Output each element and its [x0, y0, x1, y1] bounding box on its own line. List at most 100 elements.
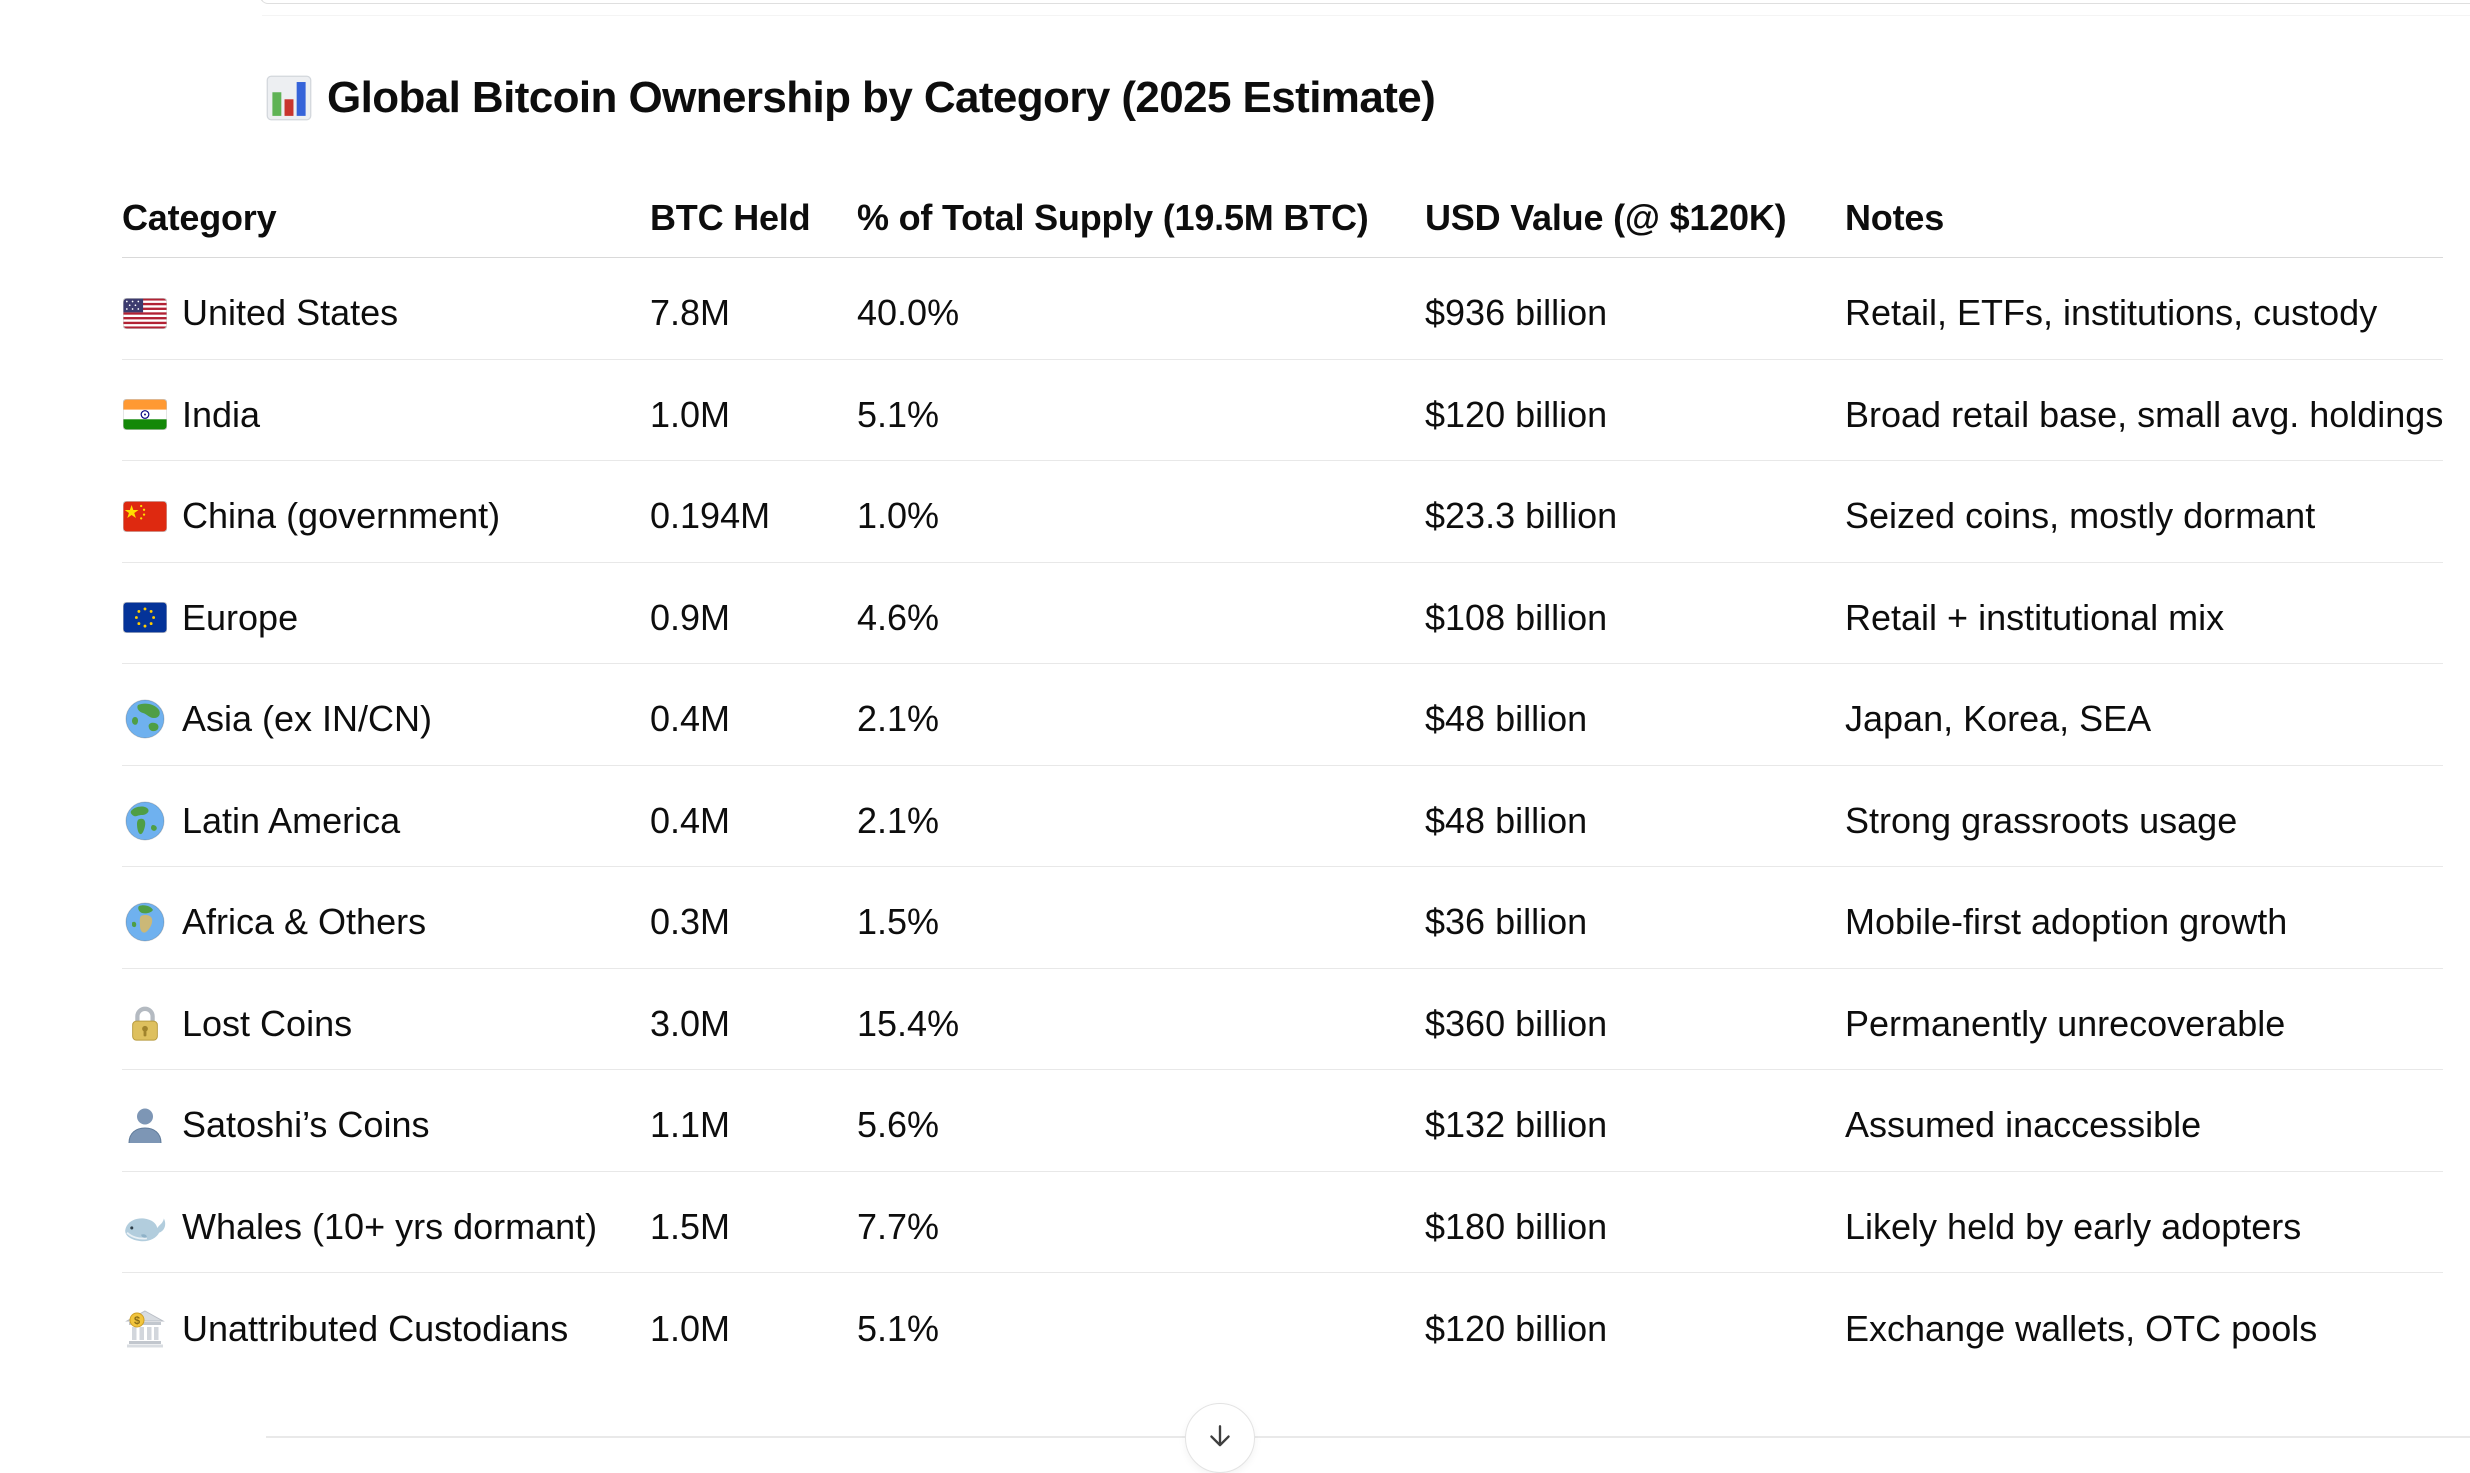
scroll-to-bottom-button[interactable] [1185, 1403, 1255, 1473]
usd-value: $23.3 billion [1425, 495, 1618, 537]
bitcoin-ownership-table: Category BTC Held % of Total Supply (19.… [122, 178, 2443, 1375]
category-cell: Whales (10+ yrs dormant) [122, 1206, 650, 1248]
category-cell: Europe [122, 597, 650, 639]
category-cell: Latin America [122, 800, 650, 842]
notes-value: Strong grassroots usage [1845, 799, 2238, 841]
usd-value: $132 billion [1425, 1104, 1608, 1146]
btc-held-value: 7.8M [650, 292, 731, 334]
notes-value: Japan, Korea, SEA [1845, 698, 2152, 740]
usd-value: $120 billion [1425, 1307, 1608, 1349]
btc-held-value: 0.3M [650, 901, 731, 943]
pct-supply-value: 1.0% [857, 495, 940, 537]
pct-supply-value: 1.5% [857, 901, 940, 943]
table-row: Latin America 0.4M 2.1% $48 billion Strong g… [122, 766, 2443, 867]
svg-text:$: $ [134, 1315, 140, 1327]
category-label: Latin America [182, 799, 401, 841]
globe-europe-africa-icon [122, 902, 168, 942]
notes-value: Broad retail base, small avg. holdings [1845, 393, 2444, 435]
usd-value: $108 billion [1425, 596, 1608, 638]
notes-value: Likely held by early adopters [1845, 1205, 2302, 1247]
btc-held-value: 3.0M [650, 1002, 731, 1044]
usd-value: $36 billion [1425, 901, 1588, 943]
category-label: Lost Coins [182, 1002, 353, 1044]
category-cell: India [122, 394, 650, 436]
category-label: India [182, 393, 261, 435]
table-row: China (government) 0.194M 1.0% $23.3 billio… [122, 461, 2443, 563]
btc-held-value: 1.0M [650, 1307, 731, 1349]
btc-held-value: 0.4M [650, 799, 731, 841]
table-row: Africa & Others 0.3M 1.5% $36 billion Mobile… [122, 867, 2443, 969]
page-title: Global Bitcoin Ownership by Category (20… [266, 71, 1436, 125]
pct-supply-value: 40.0% [857, 292, 960, 334]
category-cell: Satoshi’s Coins [122, 1104, 650, 1146]
category-cell: China (government) [122, 495, 650, 537]
category-cell: Asia (ex IN/CN) [122, 698, 650, 740]
pct-supply-value: 2.1% [857, 698, 940, 740]
table-row: $ Unattributed Custodians 1.0M 5.1% $120 bil… [122, 1273, 2443, 1375]
usd-value: $48 billion [1425, 799, 1588, 841]
us-flag-icon [122, 293, 168, 333]
category-label: United States [182, 292, 399, 334]
pct-supply-value: 7.7% [857, 1205, 940, 1247]
category-label: Europe [182, 596, 299, 638]
pct-supply-value: 4.6% [857, 596, 940, 638]
pct-supply-value: 5.6% [857, 1104, 940, 1146]
notes-value: Assumed inaccessible [1845, 1104, 2202, 1146]
eu-flag-icon [122, 598, 168, 638]
bottom-divider [266, 1436, 2470, 1438]
page-title-text: Global Bitcoin Ownership by Category (20… [327, 73, 1436, 122]
table-row: Whales (10+ yrs dormant) 1.5M 7.7% $180 bil… [122, 1172, 2443, 1273]
column-header-category: Category [122, 196, 277, 238]
usd-value: $936 billion [1425, 292, 1608, 334]
globe-americas-icon [122, 801, 168, 841]
table-row: Europe 0.9M 4.6% $108 billion Retail + insti… [122, 563, 2443, 664]
btc-held-value: 1.1M [650, 1104, 731, 1146]
notes-value: Seized coins, mostly dormant [1845, 495, 2316, 537]
btc-held-value: 0.9M [650, 596, 731, 638]
pct-supply-value: 2.1% [857, 799, 940, 841]
bar-chart-icon [266, 75, 312, 121]
column-header-notes: Notes [1845, 196, 1945, 238]
category-cell: Lost Coins [122, 1003, 650, 1045]
pct-supply-value: 15.4% [857, 1002, 960, 1044]
category-label: Asia (ex IN/CN) [182, 698, 433, 740]
btc-held-value: 1.5M [650, 1205, 731, 1247]
notes-value: Permanently unrecoverable [1845, 1002, 2286, 1044]
divider-shadow [262, 15, 2470, 16]
notes-value: Mobile-first adoption growth [1845, 901, 2288, 943]
table-row: Lost Coins 3.0M 15.4% $360 billion Permanent… [122, 969, 2443, 1070]
table-body: United States 7.8M 40.0% $936 billion Retail… [122, 258, 2443, 1375]
lock-icon [122, 1004, 168, 1044]
usd-value: $360 billion [1425, 1002, 1608, 1044]
china-flag-icon [122, 496, 168, 536]
usd-value: $48 billion [1425, 698, 1588, 740]
table-row: Asia (ex IN/CN) 0.4M 2.1% $48 billion Japan,… [122, 664, 2443, 766]
category-label: Satoshi’s Coins [182, 1104, 430, 1146]
table-row: Satoshi’s Coins 1.1M 5.6% $132 billion Assum… [122, 1070, 2443, 1172]
pct-supply-value: 5.1% [857, 1307, 940, 1349]
whale-icon [122, 1207, 168, 1247]
notes-value: Retail, ETFs, institutions, custody [1845, 292, 2378, 334]
previous-section-divider [260, 0, 2470, 4]
down-arrow-icon [1205, 1425, 1235, 1451]
notes-value: Exchange wallets, OTC pools [1845, 1307, 2318, 1349]
globe-asia-icon [122, 699, 168, 739]
table-row: India 1.0M 5.1% $120 billion Broad retail ba… [122, 360, 2444, 461]
bust-silhouette-icon [122, 1105, 168, 1145]
notes-value: Retail + institutional mix [1845, 596, 2225, 638]
usd-value: $180 billion [1425, 1205, 1608, 1247]
category-label: Unattributed Custodians [182, 1307, 569, 1349]
category-label: Whales (10+ yrs dormant) [182, 1205, 598, 1247]
category-label: Africa & Others [182, 901, 427, 943]
table-header-row: Category BTC Held % of Total Supply (19.… [122, 178, 2443, 258]
column-header-btc-held: BTC Held [650, 196, 811, 238]
pct-supply-value: 5.1% [857, 393, 940, 435]
usd-value: $120 billion [1425, 393, 1608, 435]
btc-held-value: 0.194M [650, 495, 771, 537]
column-header-usd-value: USD Value (@ $120K) [1425, 196, 1787, 238]
bank-icon: $ [122, 1309, 168, 1349]
category-label: China (government) [182, 495, 501, 537]
btc-held-value: 1.0M [650, 393, 731, 435]
category-cell: $ Unattributed Custodians [122, 1308, 650, 1350]
table-row: United States 7.8M 40.0% $936 billion Retail… [122, 258, 2443, 360]
